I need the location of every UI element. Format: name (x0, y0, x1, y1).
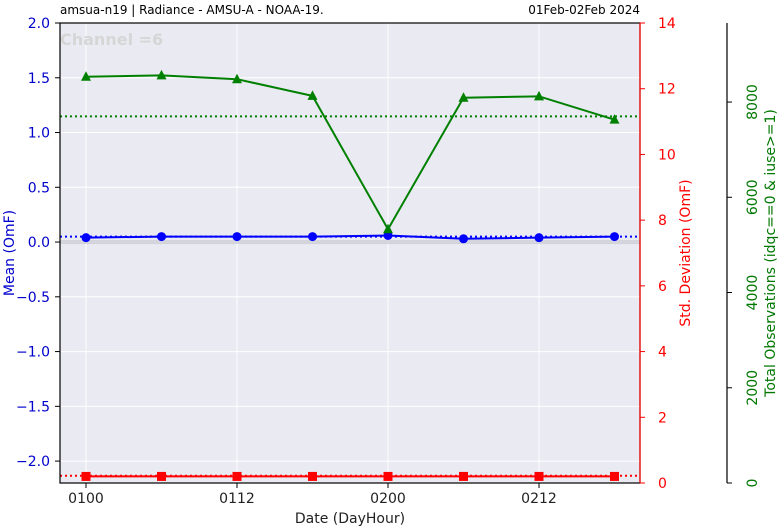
data-point (459, 471, 468, 481)
data-point (610, 471, 619, 481)
right-tick-label: 10 (658, 147, 676, 163)
chart-header-left: amsua-n19 | Radiance - AMSU-A - NOAA-19. (60, 3, 324, 17)
x-tick-label: 0112 (219, 491, 255, 507)
data-point (307, 90, 318, 100)
right2-tick-label: 6000 (745, 179, 761, 215)
data-point (534, 90, 544, 101)
data-point (156, 69, 167, 80)
zero-band (60, 240, 640, 245)
data-point (383, 223, 393, 234)
data-point (81, 71, 91, 81)
x-tick-label: 0212 (521, 491, 557, 507)
right-tick-label: 4 (658, 345, 667, 361)
data-point (157, 471, 166, 481)
left-tick-label: 0.5 (28, 180, 50, 196)
left-tick-label: 2.0 (28, 16, 50, 32)
data-point (534, 233, 544, 243)
right2-axis-label: Total Observations (idqc==0 & iuse>=1) (763, 109, 779, 398)
left-tick-label: 0.0 (28, 235, 50, 251)
right2-tick-label: 4000 (745, 275, 761, 311)
data-point (458, 92, 469, 102)
left-tick-label: −2.0 (16, 454, 50, 470)
data-point (383, 471, 393, 481)
right2-tick-label: 2000 (745, 370, 761, 406)
right-tick-label: 2 (658, 410, 667, 426)
data-point (308, 471, 317, 481)
data-point (609, 114, 620, 124)
left-tick-label: −0.5 (16, 290, 50, 306)
grid (60, 22, 640, 483)
series-right (60, 471, 640, 481)
data-point (232, 73, 242, 84)
data-point (157, 232, 166, 242)
data-point (534, 471, 544, 481)
right2-tick-label: 0 (745, 479, 761, 488)
right-tick-label: 0 (658, 476, 667, 492)
data-point (232, 232, 242, 242)
data-point (383, 230, 393, 240)
series-line-right2 (85, 74, 615, 232)
x-tick-label: 0100 (68, 491, 104, 507)
right2-tick-label: 8000 (745, 84, 761, 120)
data-point (610, 232, 619, 242)
left-tick-label: −1.5 (16, 399, 50, 415)
right-tick-label: 6 (658, 279, 667, 295)
data-point (232, 471, 242, 481)
left-tick-label: 1.5 (28, 71, 50, 87)
data-point (459, 234, 468, 244)
right-tick-label: 8 (658, 213, 667, 229)
plot-area (60, 23, 640, 483)
series-left (60, 230, 640, 244)
data-point (81, 471, 91, 481)
right-tick-label: 14 (658, 16, 676, 32)
series-line-left (85, 234, 615, 240)
right-tick-label: 12 (658, 82, 676, 98)
x-axis-label: Date (DayHour) (295, 511, 405, 527)
series-right2 (60, 69, 640, 234)
data-point (308, 232, 317, 242)
right-axis-label: Std. Deviation (OmF) (678, 179, 694, 326)
chart-header-right: 01Feb-02Feb 2024 (528, 3, 640, 17)
data-point (81, 233, 91, 243)
left-tick-label: 1.0 (28, 126, 50, 142)
x-tick-label: 0200 (370, 491, 406, 507)
left-axis-label: Mean (OmF) (2, 210, 18, 296)
left-tick-label: −1.0 (16, 345, 50, 361)
channel-annotation: Channel =6 (60, 30, 163, 49)
